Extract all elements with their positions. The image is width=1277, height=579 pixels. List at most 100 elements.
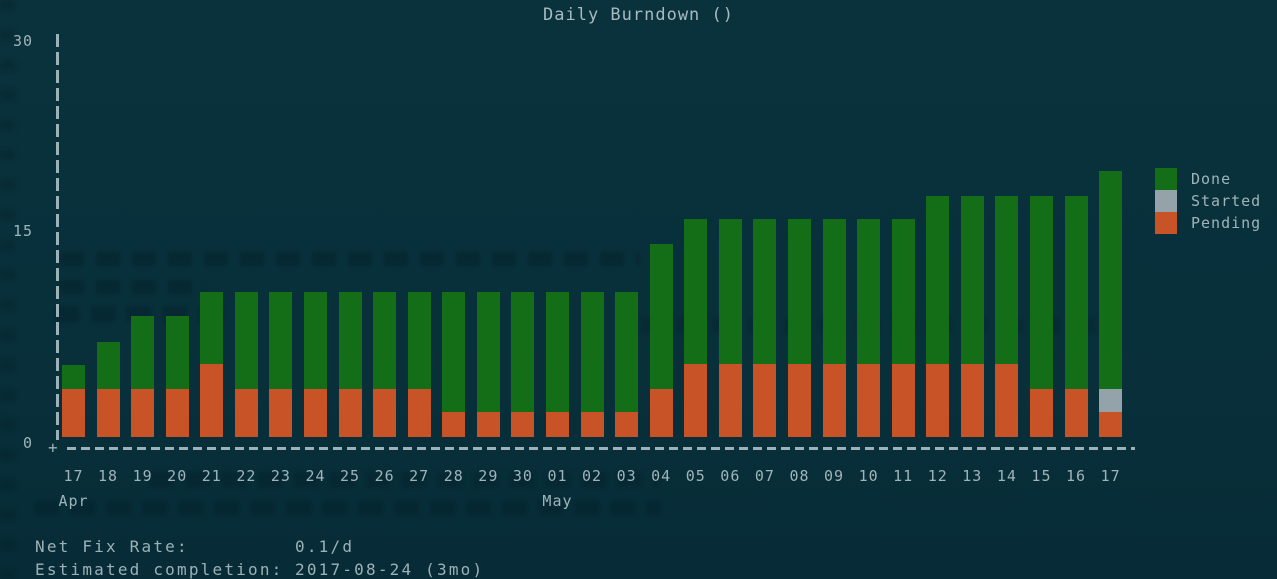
x-tick-label: 11	[893, 467, 914, 485]
x-tick-label: 08	[789, 467, 810, 485]
bar-segment-done	[822, 218, 846, 364]
x-tick-label: 13	[962, 467, 983, 485]
footer-label: Net Fix Rate:	[35, 537, 189, 556]
bar-segment-pending	[338, 388, 362, 437]
footer-line: Estimated completion: 2017-08-24 (3mo)	[35, 558, 484, 579]
bar-segment-pending	[787, 363, 811, 437]
bar-segment-started	[1099, 388, 1123, 413]
x-tick-label: 02	[582, 467, 603, 485]
bar-17	[649, 243, 673, 437]
x-tick-label: 17	[1100, 467, 1121, 485]
bar-19	[718, 218, 742, 437]
bar-segment-pending	[926, 363, 950, 437]
bar-segment-done	[1064, 195, 1088, 389]
ghost-dot-column	[0, 0, 15, 579]
bar-segment-pending	[545, 412, 569, 437]
bar-segment-done	[649, 243, 673, 389]
bar-segment-pending	[891, 363, 915, 437]
bar-segment-done	[718, 218, 742, 364]
footer-value: 0.1/d	[295, 537, 355, 556]
bar-segment-pending	[822, 363, 846, 437]
bar-segment-done	[442, 292, 466, 413]
bar-segment-pending	[615, 412, 639, 437]
ghost-text-row	[60, 280, 205, 294]
bar-segment-done	[373, 292, 397, 389]
bar-segment-done	[511, 292, 535, 413]
bar-segment-pending	[200, 363, 224, 437]
month-label-apr: Apr	[58, 492, 89, 510]
bar-18	[684, 218, 708, 437]
bar-segment-pending	[1064, 388, 1088, 437]
y-tick-label-30: 30	[12, 32, 33, 50]
bar-24	[891, 218, 915, 437]
bar-segment-done	[960, 195, 984, 364]
bar-segment-done	[753, 218, 777, 364]
bar-segment-done	[407, 292, 431, 389]
bar-9	[373, 292, 397, 437]
x-tick-label: 12	[927, 467, 948, 485]
axis-origin-glyph: +	[48, 438, 58, 457]
ghost-text-row	[60, 252, 640, 266]
bar-segment-done	[891, 218, 915, 364]
bar-12	[476, 292, 500, 437]
bar-segment-pending	[1099, 412, 1123, 437]
x-tick-label: 30	[512, 467, 533, 485]
legend-label: Pending	[1191, 214, 1262, 232]
x-tick-label: 16	[1065, 467, 1087, 485]
x-tick-label: 27	[409, 467, 430, 485]
x-tick-label: 05	[685, 467, 706, 485]
bar-segment-pending	[580, 412, 604, 437]
bar-segment-done	[303, 292, 327, 389]
bar-segment-done	[857, 218, 881, 364]
bar-26	[960, 195, 984, 437]
bar-segment-done	[131, 315, 155, 389]
month-label-may: May	[542, 492, 573, 510]
x-tick-label: 22	[236, 467, 257, 485]
x-tick-label: 15	[1031, 467, 1052, 485]
bar-20	[753, 218, 777, 437]
y-axis-line	[56, 34, 59, 440]
legend-label: Done	[1191, 170, 1232, 188]
bar-23	[857, 218, 881, 437]
bar-15	[580, 292, 604, 437]
bar-25	[926, 195, 950, 437]
legend: Done Started Pending	[1155, 168, 1261, 234]
bar-segment-done	[580, 292, 604, 413]
bar-segment-pending	[684, 363, 708, 437]
bar-segment-pending	[960, 363, 984, 437]
bar-segment-done	[684, 218, 708, 364]
x-tick-label: 06	[720, 467, 741, 485]
bar-8	[338, 292, 362, 437]
chart-title: Daily Burndown ()	[543, 5, 734, 25]
bar-segment-done	[96, 341, 120, 389]
x-tick-label: 04	[651, 467, 672, 485]
bar-segment-done	[995, 195, 1019, 364]
footer-value: 2017-08-24 (3mo)	[295, 560, 485, 579]
x-tick-label: 26	[374, 467, 395, 485]
legend-swatch-started	[1155, 190, 1177, 212]
bar-segment-done	[234, 292, 258, 389]
footer-label: Estimated completion:	[35, 560, 284, 579]
x-tick-label: 20	[167, 467, 188, 485]
x-tick-label: 21	[201, 467, 222, 485]
footer-stats: Net Fix Rate: 0.1/d Estimated completion: 2…	[35, 535, 484, 579]
bar-28	[1029, 195, 1053, 437]
bar-29	[1064, 195, 1088, 437]
x-tick-label: 23	[270, 467, 291, 485]
bar-segment-pending	[718, 363, 742, 437]
bar-27	[995, 195, 1019, 437]
bar-5	[234, 292, 258, 437]
legend-swatch-pending	[1155, 212, 1177, 234]
y-tick-label-15: 15	[12, 222, 33, 240]
bar-segment-pending	[1029, 388, 1053, 437]
bar-30	[1099, 170, 1123, 437]
y-tick-label-0: 0	[22, 434, 33, 452]
legend-item-started: Started	[1155, 190, 1261, 212]
bar-segment-pending	[649, 388, 673, 437]
bar-2	[131, 315, 155, 437]
bar-segment-pending	[131, 388, 155, 437]
bar-segment-done	[926, 195, 950, 364]
x-tick-label: 17	[63, 467, 84, 485]
legend-item-done: Done	[1155, 168, 1261, 190]
